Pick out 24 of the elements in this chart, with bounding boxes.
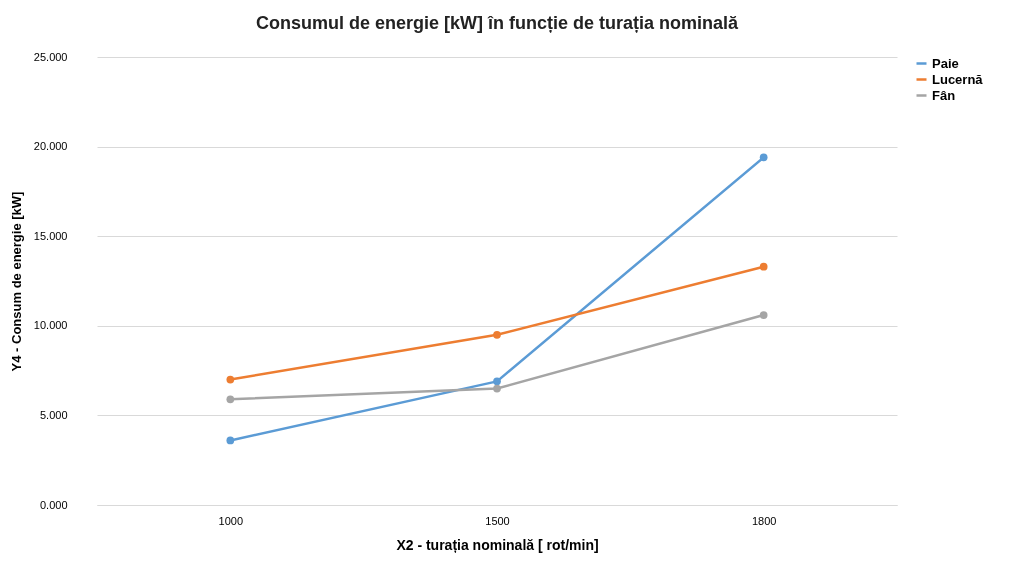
point (226, 395, 235, 404)
y-tick-label: 15.000 (33, 229, 68, 242)
y-axis-title: Y4 - Consum de energie [kW] (8, 191, 24, 372)
point (759, 311, 768, 319)
point (759, 153, 768, 162)
y-tick-label: 25.000 (33, 50, 68, 63)
y-tick-label: 10.000 (33, 319, 68, 332)
x-tick-label: 1800 (751, 514, 777, 527)
point (493, 384, 501, 393)
point (493, 377, 501, 386)
point (226, 436, 235, 445)
legend-label: Lucernă (932, 71, 984, 87)
y-tick-label: 20.000 (33, 140, 68, 153)
legend-label: Paie (932, 55, 959, 71)
point (226, 375, 235, 384)
point (493, 330, 501, 339)
y-tick-label: 5.000 (39, 408, 68, 421)
y-tick-label: 0.000 (39, 498, 68, 511)
point (759, 262, 768, 271)
legend-label: Fân (932, 87, 956, 103)
chart-title: Consumul de energie [kW] în funcție de turația nominală (255, 13, 740, 33)
x-tick-label: 1000 (218, 514, 244, 527)
x-tick-label: 1500 (485, 514, 510, 527)
x-axis-title: X2 - turația nominală [ rot/min] (396, 536, 599, 553)
